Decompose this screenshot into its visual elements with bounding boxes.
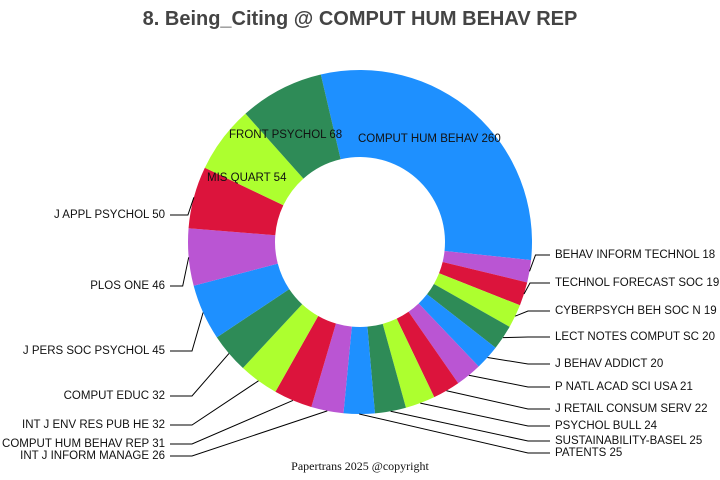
leader-cyberpsych-beh-soc-n (514, 310, 550, 317)
slice-lect-notes-comput-sc (427, 283, 510, 348)
leader-behav-inform-technol (529, 254, 550, 272)
label-comput-hum-behav-rep: COMPUT HUM BEHAV REP 31 (2, 438, 165, 450)
slice-comput-educ (216, 289, 303, 368)
slice-j-pers-soc-psychol (193, 263, 290, 338)
leader-j-pers-soc-psychol (170, 312, 204, 352)
leader-sustainability-basel (390, 410, 550, 442)
label-int-j-inform-manage: INT J INFORM MANAGE 26 (20, 450, 165, 462)
label-front-psychol: FRONT PSYCHOL 68 (229, 129, 342, 141)
leader-psychol-bull (420, 402, 550, 427)
label-j-retail-consum-serv: J RETAIL CONSUM SERV 22 (555, 403, 708, 415)
label-p-natl-acad-sci-usa: P NATL ACAD SCI USA 21 (555, 381, 693, 393)
slice-j-retail-consum-serv (396, 311, 459, 398)
slice-mis-quart (204, 113, 304, 206)
leader-int-j-env-res-pub-he (170, 380, 259, 426)
leader-plos-one (170, 257, 190, 287)
leader-int-j-inform-manage (170, 410, 328, 457)
slice-int-j-env-res-pub-he (242, 304, 319, 392)
leader-j-appl-psychol (170, 197, 195, 216)
slice-j-appl-psychol (188, 167, 284, 236)
donut-slices (188, 69, 533, 414)
chart-title: 8. Being_Citing @ COMPUT HUM BEHAV REP (143, 8, 578, 30)
leader-lect-notes-comput-sc (502, 336, 550, 339)
label-technol-forecast-soc: TECHNOL FORECAST SOC 19 (555, 277, 719, 289)
leader-patents (359, 413, 550, 454)
leader-p-natl-acad-sci-usa (468, 374, 550, 388)
label-sustainability-basel: SUSTAINABILITY-BASEL 25 (555, 435, 702, 447)
leader-comput-hum-behav-rep (170, 399, 294, 445)
slice-technol-forecast-soc (439, 261, 528, 306)
slice-comput-hum-behav (320, 69, 533, 261)
label-j-behav-addict: J BEHAV ADDICT 20 (555, 358, 663, 370)
slice-p-natl-acad-sci-usa (408, 303, 479, 384)
slice-labels: COMPUT HUM BEHAV 260 BEHAV INFORM TECHNOL… (2, 129, 719, 462)
slice-front-psychol (245, 74, 341, 179)
leader-technol-forecast-soc (523, 282, 550, 295)
slice-cyberpsych-beh-soc-n (433, 273, 520, 327)
label-patents: PATENTS 25 (555, 447, 622, 459)
label-j-pers-soc-psychol: J PERS SOC PSYCHOL 45 (23, 345, 165, 357)
leader-j-behav-addict (487, 357, 550, 365)
label-j-appl-psychol: J APPL PSYCHOL 50 (54, 209, 165, 221)
slice-behav-inform-technol (442, 250, 532, 283)
slice-plos-one (188, 228, 278, 286)
label-leader-lines (170, 197, 550, 457)
slice-int-j-inform-manage (311, 323, 352, 414)
slice-psychol-bull (382, 318, 435, 408)
leader-j-retail-consum-serv (446, 390, 550, 410)
label-lect-notes-comput-sc: LECT NOTES COMPUT SC 20 (555, 331, 715, 343)
leader-comput-educ (170, 353, 230, 397)
label-comput-educ: COMPUT EDUC 32 (64, 390, 165, 402)
copyright-footer: Papertrans 2025 @copyright (291, 459, 429, 473)
label-int-j-env-res-pub-he: INT J ENV RES PUB HE 32 (22, 419, 165, 431)
label-cyberpsych-beh-soc-n: CYBERPSYCH BEH SOC N 19 (555, 305, 717, 317)
label-behav-inform-technol: BEHAV INFORM TECHNOL 18 (555, 249, 715, 261)
slice-patents (343, 326, 375, 414)
label-plos-one: PLOS ONE 46 (90, 280, 165, 292)
label-mis-quart: MIS QUART 54 (207, 172, 287, 184)
label-psychol-bull: PSYCHOL BULL 24 (555, 420, 658, 432)
slice-sustainability-basel (367, 323, 406, 414)
label-comput-hum-behav: COMPUT HUM BEHAV 260 (358, 133, 501, 145)
slice-comput-hum-behav-rep (275, 316, 336, 407)
slice-j-behav-addict (418, 294, 496, 367)
